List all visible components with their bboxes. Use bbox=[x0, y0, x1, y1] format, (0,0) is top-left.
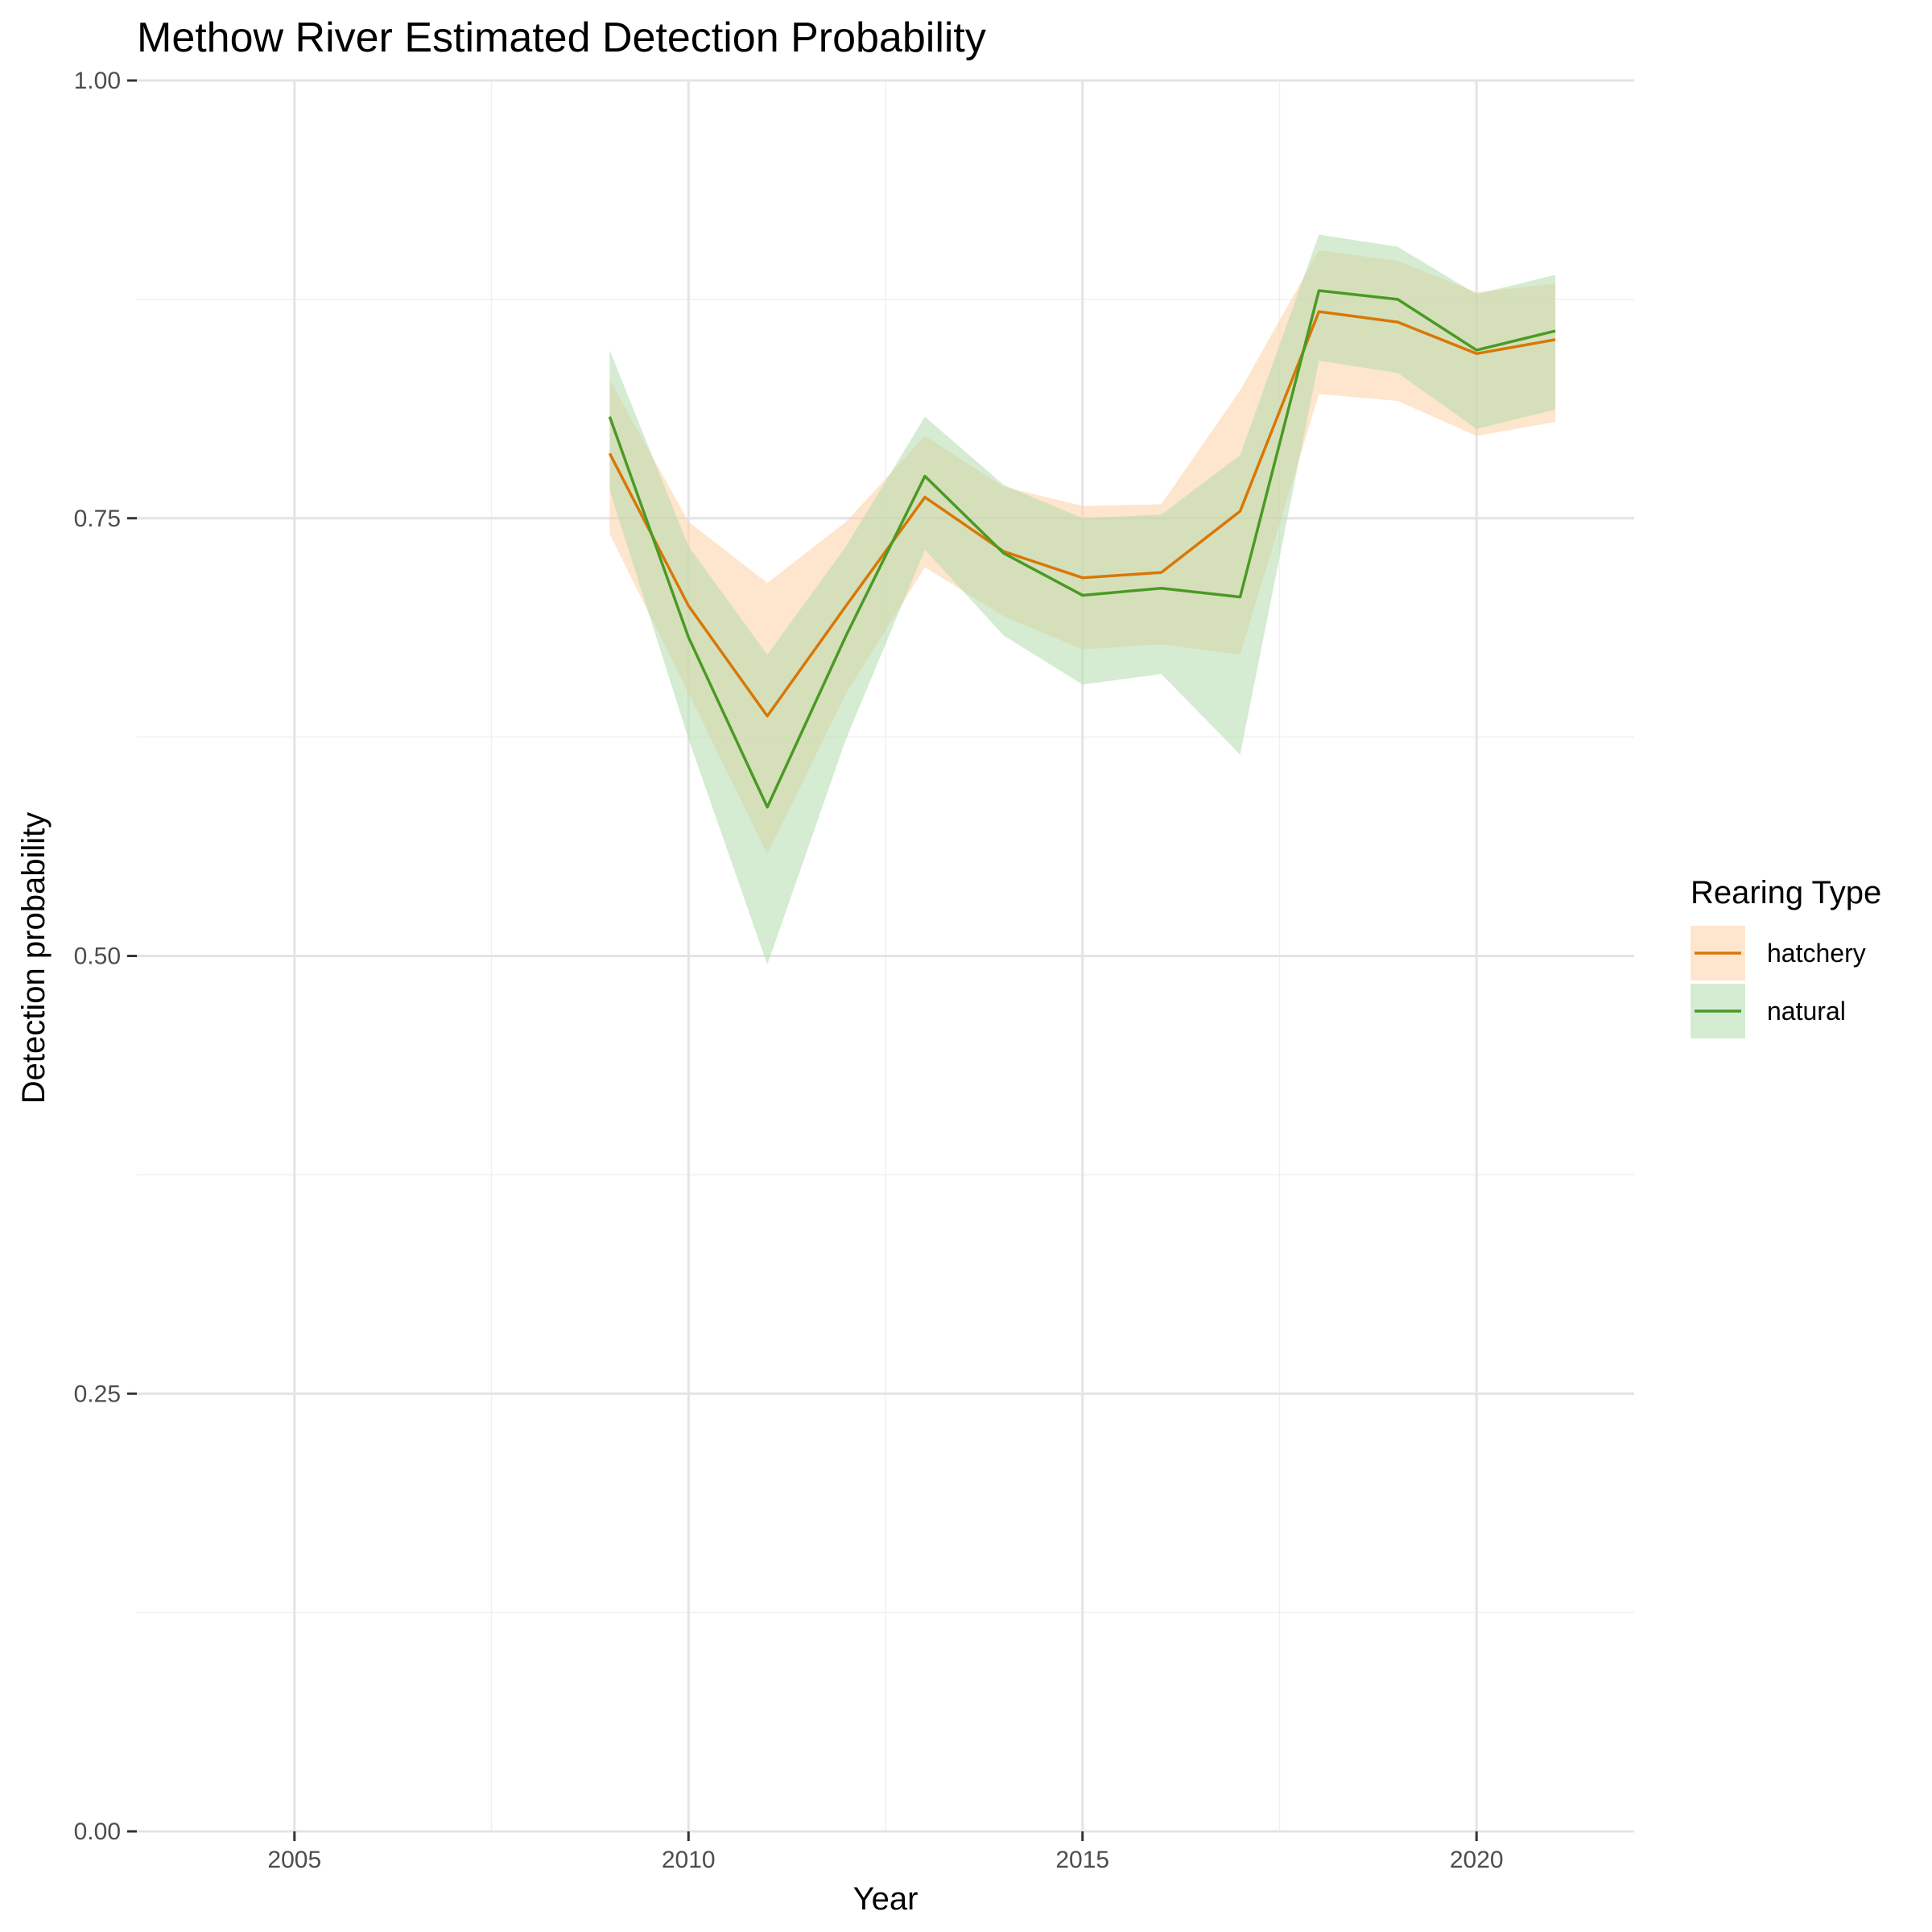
x-axis-title: Year bbox=[853, 1881, 919, 1917]
x-tick-label: 2015 bbox=[1055, 1847, 1109, 1873]
legend-label-hatchery: hatchery bbox=[1767, 939, 1866, 968]
line-hatchery bbox=[608, 310, 1556, 718]
y-tick-label: 0.50 bbox=[74, 943, 121, 970]
legend-items: hatchery natural bbox=[1690, 926, 1866, 1038]
ribbon-natural bbox=[609, 234, 1556, 965]
line-layer bbox=[608, 289, 1556, 809]
legend: Rearing Type hatchery natural bbox=[1690, 875, 1881, 1038]
x-tick-label: 2020 bbox=[1450, 1847, 1504, 1873]
chart-title: Methow River Estimated Detection Probabi… bbox=[137, 14, 986, 61]
y-tick-label: 0.00 bbox=[74, 1818, 121, 1845]
line-natural bbox=[608, 289, 1556, 809]
y-axis-title: Detection probability bbox=[16, 812, 52, 1104]
legend-label-natural: natural bbox=[1767, 997, 1846, 1026]
axis-layer: 0.00 0.25 0.50 0.75 1.00 2005 2010 2015 2020 bbox=[74, 68, 1504, 1873]
grid-layer bbox=[137, 79, 1634, 1833]
y-tick-label: 0.25 bbox=[74, 1381, 121, 1407]
y-tick-label: 1.00 bbox=[74, 68, 121, 94]
y-tick-label: 0.75 bbox=[74, 506, 121, 532]
legend-title: Rearing Type bbox=[1690, 875, 1881, 910]
x-tick-label: 2005 bbox=[267, 1847, 321, 1873]
ribbon-layer bbox=[609, 234, 1556, 965]
x-tick-label: 2010 bbox=[662, 1847, 716, 1873]
